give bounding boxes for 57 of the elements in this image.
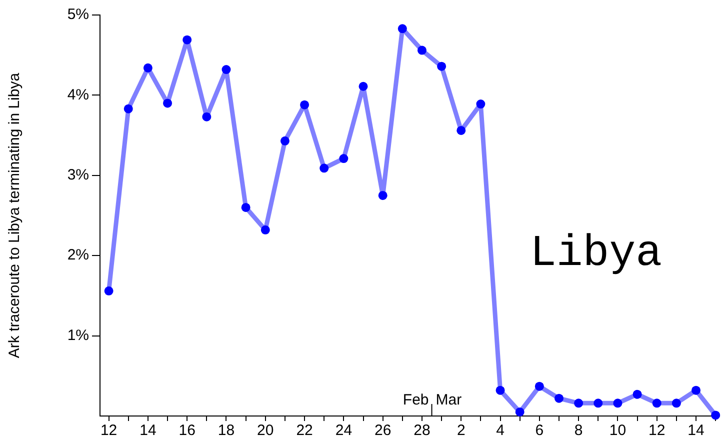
point	[104, 286, 114, 296]
point	[652, 398, 662, 408]
point	[632, 390, 642, 399]
x-tick-label: 2	[456, 422, 466, 440]
x-tick-label: 4	[496, 422, 504, 440]
point	[202, 112, 212, 122]
x-tick-label: 6	[535, 422, 544, 440]
annotation: Libya	[530, 229, 662, 279]
y-tick-label: 4%	[67, 86, 89, 104]
point	[554, 394, 564, 403]
point	[358, 82, 368, 91]
point	[534, 382, 544, 391]
y-axis-title: Ark traceroute to Libya terminating in Libya	[6, 72, 24, 358]
point	[574, 398, 584, 408]
annotation: Feb	[402, 392, 429, 409]
point	[417, 46, 426, 55]
x-tick-label: 12	[648, 422, 666, 440]
point	[476, 100, 486, 109]
annotation: Mar	[436, 392, 462, 409]
point	[222, 65, 231, 74]
point	[672, 398, 681, 408]
point	[182, 35, 192, 44]
x-tick-label: 10	[609, 422, 626, 440]
point	[456, 126, 466, 135]
point	[163, 98, 172, 108]
x-tick-label: 20	[257, 422, 274, 440]
x-tick-label: 18	[218, 422, 235, 440]
point	[241, 202, 250, 212]
point	[260, 225, 270, 234]
point	[515, 407, 524, 416]
point	[143, 63, 152, 72]
x-tick-label: 8	[574, 422, 583, 440]
x-tick-label: 22	[296, 422, 313, 440]
point	[300, 100, 310, 110]
point	[711, 410, 720, 420]
point	[613, 398, 622, 408]
y-tick-label: 2%	[67, 246, 89, 264]
x-tick-label: 24	[335, 422, 352, 440]
point	[280, 136, 290, 146]
point	[320, 164, 329, 173]
point	[124, 104, 133, 114]
point	[398, 24, 407, 34]
point	[594, 398, 603, 408]
point	[437, 62, 446, 71]
x-tick-label: 14	[688, 422, 704, 440]
x-tick-label: 16	[178, 422, 196, 440]
point	[692, 386, 701, 395]
x-tick-label: 28	[414, 422, 430, 440]
point	[339, 154, 348, 164]
x-tick-label: 14	[140, 422, 156, 440]
x-tick-label: 12	[100, 422, 118, 440]
y-tick-label: 1%	[67, 326, 89, 344]
point	[496, 386, 505, 395]
y-tick-label: 5%	[67, 6, 89, 24]
x-tick-label: 26	[374, 422, 392, 440]
point	[378, 190, 388, 200]
y-tick-label: 3%	[67, 166, 89, 184]
